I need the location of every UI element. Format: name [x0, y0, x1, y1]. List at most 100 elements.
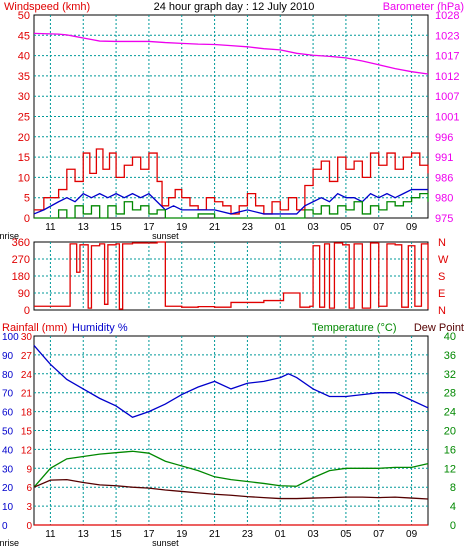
rain-tick-label: 9 [26, 464, 32, 475]
series-wind-direction [34, 241, 429, 310]
x-tick-label: 23 [242, 222, 254, 233]
direction-tick-label: 360 [12, 237, 30, 249]
x-tick-label: 17 [143, 222, 155, 233]
barometer-tick-label: 1012 [435, 71, 459, 83]
rain-tick-label: 24 [21, 370, 33, 381]
dewpoint-axis-label: Dew Point [414, 322, 464, 334]
temperature-tick-label: 28 [444, 388, 456, 400]
barometer-tick-label: 1028 [435, 10, 459, 22]
humidity-tick-label: 90 [2, 351, 14, 362]
wind-tick-label: 20 [18, 132, 30, 144]
series-wind-minimum [34, 192, 429, 219]
series-dew-point [33, 478, 429, 500]
wind-tick-label: 0 [24, 213, 30, 225]
direction-tick-label: 270 [12, 254, 30, 266]
barometer-tick-label: 1001 [435, 112, 459, 124]
x-tick-label: 01 [275, 222, 287, 233]
series-barometer [33, 32, 429, 75]
series-wind-average [33, 188, 428, 215]
temperature-tick-label: 36 [444, 350, 456, 362]
wind-tick-label: 30 [18, 91, 30, 103]
x-tick-label: 07 [373, 529, 385, 540]
rain-tick-label: 6 [26, 483, 32, 494]
rain-tick-label: 12 [21, 445, 33, 456]
graph-title: 24 hour graph day : 12 July 2010 [154, 1, 315, 13]
rain-tick-label: 0 [26, 521, 32, 532]
rain-tick-label: 27 [21, 351, 33, 362]
x-tick-label: 07 [373, 222, 385, 233]
barometer-tick-label: 1017 [435, 51, 459, 63]
series-temperature [33, 450, 429, 488]
temperature-tick-label: 8 [450, 482, 456, 494]
x-marker-label: sunset [152, 231, 179, 241]
humidity-tick-label: 100 [2, 332, 19, 343]
temperature-tick-label: 20 [444, 426, 456, 438]
compass-label: N [438, 305, 446, 317]
compass-label: S [438, 271, 445, 283]
compass-label: N [438, 237, 446, 249]
humidity-axis-label: Humidity % [72, 322, 128, 334]
series-wind-gust [34, 148, 429, 215]
rain-tick-label: 3 [26, 502, 32, 513]
x-tick-label: 17 [143, 529, 155, 540]
barometer-tick-label: 996 [435, 132, 453, 144]
humidity-tick-label: 40 [2, 445, 14, 456]
wind-tick-label: 50 [18, 10, 30, 22]
rainfall-axis-label: Rainfall (mm) [2, 322, 67, 334]
compass-label: E [438, 288, 445, 300]
temperature-tick-label: 32 [444, 369, 456, 381]
temperature-axis-label: Temperature (°C) [312, 322, 396, 334]
x-tick-label: 01 [275, 529, 287, 540]
x-tick-label: 09 [406, 529, 418, 540]
barometer-axis-label: Barometer (hPa) [383, 1, 464, 13]
wind-tick-label: 25 [18, 112, 30, 124]
x-tick-label: 19 [176, 529, 188, 540]
humidity-tick-label: 50 [2, 427, 14, 438]
x-tick-label: 21 [209, 222, 221, 233]
x-tick-label: 21 [209, 529, 221, 540]
x-tick-label: 05 [340, 529, 352, 540]
barometer-tick-label: 1007 [435, 91, 459, 103]
rain-tick-label: 30 [21, 332, 33, 343]
rain-tick-label: 15 [21, 427, 33, 438]
x-tick-label: 03 [308, 222, 320, 233]
wind-tick-label: 40 [18, 51, 30, 63]
x-tick-label: 09 [406, 222, 418, 233]
x-marker-label: sunset [152, 538, 179, 548]
x-tick-label: 15 [111, 222, 123, 233]
x-tick-label: 11 [45, 222, 56, 233]
barometer-tick-label: 1023 [435, 30, 459, 42]
humidity-tick-label: 60 [2, 408, 14, 419]
temperature-tick-label: 12 [444, 463, 456, 475]
temperature-tick-label: 0 [450, 520, 456, 532]
x-marker-label: sunrise [0, 538, 19, 548]
direction-tick-label: 180 [12, 271, 30, 283]
temperature-tick-label: 4 [450, 501, 456, 513]
x-marker-label: sunrise [0, 231, 19, 241]
rain-tick-label: 21 [21, 389, 33, 400]
humidity-tick-label: 30 [2, 464, 14, 475]
x-tick-label: 19 [176, 222, 188, 233]
x-tick-label: 05 [340, 222, 352, 233]
x-tick-label: 13 [78, 222, 90, 233]
windspeed-axis-label: Windspeed (kmh) [4, 1, 90, 13]
barometer-tick-label: 986 [435, 172, 453, 184]
wind-tick-label: 5 [24, 193, 30, 205]
barometer-tick-label: 980 [435, 193, 453, 205]
humidity-tick-label: 10 [2, 502, 14, 513]
direction-tick-label: 0 [24, 305, 30, 317]
temperature-tick-label: 40 [444, 331, 456, 343]
barometer-tick-label: 991 [435, 152, 453, 164]
direction-tick-label: 90 [18, 288, 30, 300]
humidity-tick-label: 80 [2, 370, 14, 381]
wind-tick-label: 15 [18, 152, 30, 164]
humidity-tick-label: 0 [2, 521, 8, 532]
barometer-tick-label: 975 [435, 213, 453, 225]
temperature-tick-label: 16 [444, 444, 456, 456]
x-tick-label: 15 [111, 529, 123, 540]
wind-tick-label: 35 [18, 71, 30, 83]
wind-tick-label: 45 [18, 30, 30, 42]
wind-tick-label: 10 [18, 172, 30, 184]
